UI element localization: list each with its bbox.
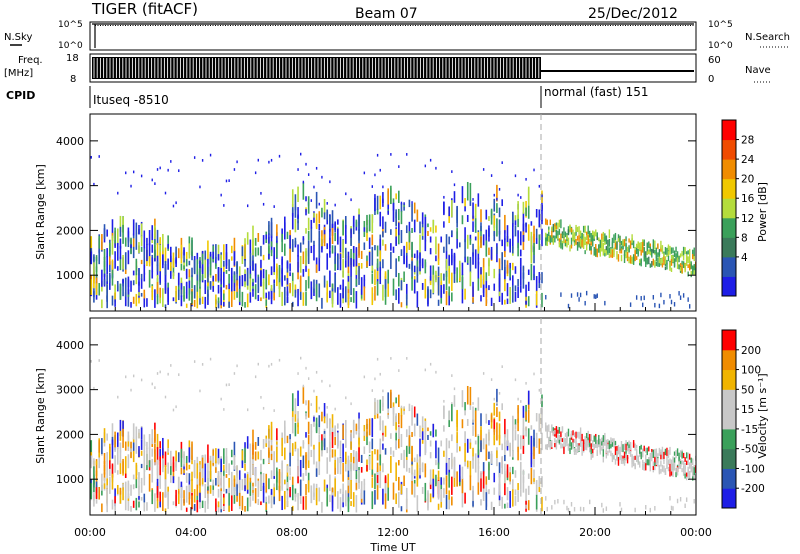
colorbar-tick-label: -15 bbox=[741, 424, 758, 436]
xtick-label: 20:00 bbox=[579, 526, 611, 539]
colorbar-swatch bbox=[722, 178, 736, 199]
nsky-tick-top: 10^5 bbox=[58, 20, 83, 30]
freq-trace-block bbox=[92, 57, 541, 79]
nave-tick-bottom: 0 bbox=[708, 74, 714, 85]
colorbar-swatch bbox=[722, 198, 736, 219]
colorbar-swatch bbox=[722, 468, 736, 489]
colorbar-swatch bbox=[722, 428, 736, 450]
beam-label: Beam 07 bbox=[355, 6, 418, 22]
colorbar-swatch bbox=[722, 349, 736, 371]
plot-title: TIGER (fitACF) bbox=[91, 0, 198, 18]
freq-panel bbox=[89, 53, 697, 83]
date-label: 25/Dec/2012 bbox=[588, 6, 678, 22]
nsearch-label: N.Search bbox=[745, 32, 790, 43]
nsky-trace bbox=[92, 23, 694, 48]
ytick-label: 2000 bbox=[56, 428, 84, 441]
ytick-label: 3000 bbox=[56, 384, 84, 397]
freq-tick-bottom: 8 bbox=[70, 74, 76, 85]
colorbar-tick-label: -100 bbox=[741, 463, 765, 475]
ytick-label: 4000 bbox=[56, 135, 84, 148]
ytick-label: 3000 bbox=[56, 180, 84, 193]
colorbar-swatch bbox=[722, 256, 736, 277]
power-yaxis: 1000 2000 3000 4000 bbox=[56, 135, 696, 282]
power-colorbar-label: Power [dB] bbox=[756, 182, 769, 242]
nsky-tick-bottom: 10^0 bbox=[58, 41, 83, 51]
nsearch-tick-top: 10^5 bbox=[708, 20, 733, 30]
colorbar-swatch bbox=[722, 389, 736, 410]
xtick-label: 00:00 bbox=[74, 526, 106, 539]
freq-trace-gaps bbox=[93, 58, 540, 78]
xtick-label: 08:00 bbox=[276, 526, 308, 539]
colorbar-tick-label: 4 bbox=[741, 252, 748, 264]
colorbar-tick-label: -200 bbox=[741, 483, 765, 495]
colorbar-tick-label: 12 bbox=[741, 213, 754, 225]
nsky-panel bbox=[89, 21, 697, 51]
colorbar-swatch bbox=[722, 488, 736, 509]
cpid-segment-1: Ituseq -8510 bbox=[93, 93, 169, 107]
nsky-label: N.Sky bbox=[4, 32, 32, 43]
colorbar-tick-label: 200 bbox=[741, 345, 761, 357]
freq-tick-top: 18 bbox=[66, 53, 79, 64]
time-xlabel: Time UT bbox=[369, 541, 415, 554]
colorbar-swatch bbox=[722, 369, 736, 390]
velocity-colorbar: 200 100 50 15 -15 -50 -100 -200 bbox=[721, 329, 765, 509]
colorbar-swatch bbox=[722, 139, 736, 160]
colorbar-tick-label: 16 bbox=[741, 193, 755, 205]
xtick-label: 00:00 bbox=[680, 526, 712, 539]
nave-tick-top: 60 bbox=[708, 55, 721, 66]
freq-label: Freq. bbox=[18, 55, 43, 66]
velocity-ylabel: Slant Range [km] bbox=[34, 368, 47, 464]
colorbar-swatch bbox=[722, 276, 736, 297]
colorbar-tick-label: 100 bbox=[741, 365, 761, 377]
colorbar-swatch bbox=[722, 409, 736, 430]
cpid-label: CPID bbox=[6, 89, 35, 102]
colorbar-tick-label: 8 bbox=[741, 232, 748, 244]
time-xaxis: 00:00 04:00 08:00 12:00 16:00 20:00 00:00 bbox=[74, 303, 712, 539]
nave-label: Nave bbox=[745, 65, 771, 76]
colorbar-tick-label: 28 bbox=[741, 135, 754, 147]
colorbar-tick-label: 50 bbox=[741, 384, 754, 396]
colorbar-tick-label: -50 bbox=[741, 444, 758, 456]
colorbar-frame bbox=[721, 329, 737, 509]
nsearch-tick-bottom: 10^0 bbox=[708, 41, 733, 51]
ytick-label: 4000 bbox=[56, 339, 84, 352]
colorbar-tick-label: 20 bbox=[741, 174, 754, 186]
colorbar-frame bbox=[721, 119, 737, 297]
colorbar-swatch bbox=[722, 217, 736, 238]
velocity-scatter-layer bbox=[90, 356, 697, 513]
power-ylabel: Slant Range [km] bbox=[34, 164, 47, 260]
power-scatter-layer bbox=[90, 152, 697, 309]
ytick-label: 2000 bbox=[56, 224, 84, 237]
cpid-segment-2: normal (fast) 151 bbox=[544, 85, 648, 99]
xtick-label: 04:00 bbox=[175, 526, 207, 539]
colorbar-swatch bbox=[722, 159, 736, 180]
colorbar-swatch bbox=[722, 448, 736, 469]
velocity-colorbar-label: Velocity [m s⁻¹] bbox=[756, 373, 769, 458]
ytick-label: 1000 bbox=[56, 473, 84, 486]
colorbar-swatch bbox=[722, 120, 736, 141]
velocity-yaxis: 1000 2000 3000 4000 bbox=[56, 339, 696, 486]
colorbar-swatch bbox=[722, 330, 736, 351]
xtick-label: 16:00 bbox=[478, 526, 510, 539]
xtick-label: 12:00 bbox=[377, 526, 409, 539]
colorbar-tick-label: 24 bbox=[741, 154, 755, 166]
ytick-label: 1000 bbox=[56, 269, 84, 282]
power-colorbar: 28 24 20 16 12 8 4 bbox=[721, 119, 755, 297]
freq-unit: [MHz] bbox=[4, 68, 33, 79]
colorbar-swatch bbox=[722, 237, 736, 258]
colorbar-tick-label: 15 bbox=[741, 404, 754, 416]
